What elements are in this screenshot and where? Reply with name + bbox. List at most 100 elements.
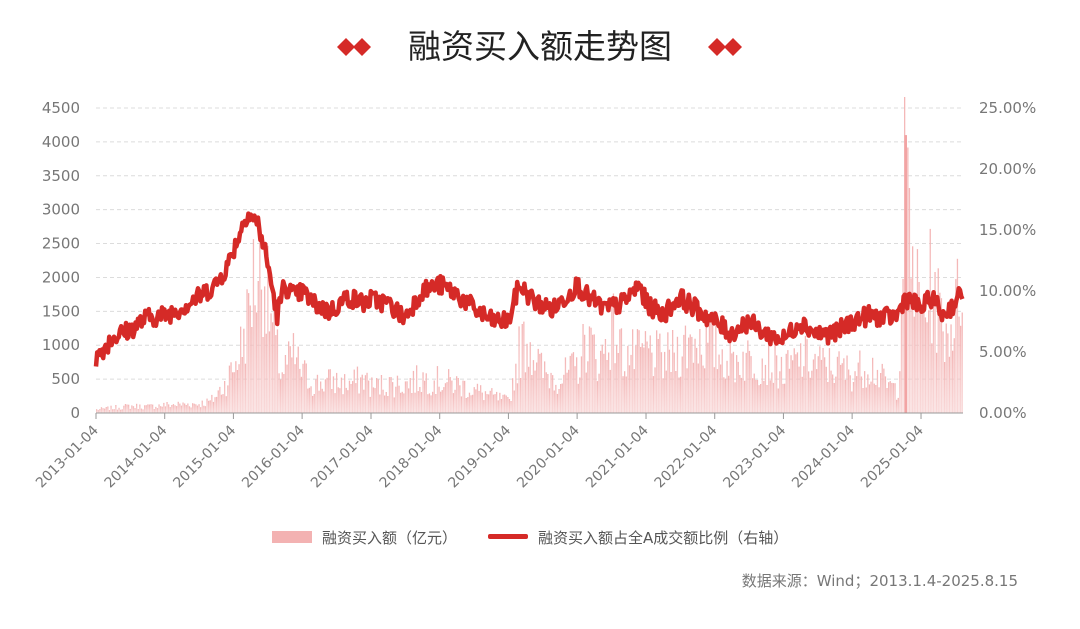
- amount-bar: [790, 355, 792, 413]
- amount-bar: [572, 352, 575, 413]
- amount-bar: [476, 383, 479, 413]
- amount-bar: [768, 345, 770, 413]
- amount-bar: [630, 354, 632, 413]
- amount-bar: [841, 363, 843, 413]
- amount-bar: [513, 390, 515, 413]
- amount-bar: [148, 404, 151, 413]
- amount-bar: [276, 329, 279, 413]
- amount-bar: [851, 391, 853, 413]
- left-tick-label: 3500: [42, 167, 80, 185]
- amount-bar: [651, 352, 653, 413]
- amount-bar: [462, 380, 464, 413]
- amount-bar: [798, 366, 800, 413]
- amount-bar: [262, 337, 264, 413]
- amount-bar: [577, 383, 579, 413]
- amount-bar: [356, 366, 359, 413]
- amount-bar: [771, 372, 773, 413]
- amount-bar: [636, 329, 639, 413]
- amount-bar: [753, 373, 755, 413]
- amount-bar: [339, 388, 341, 413]
- amount-bar: [489, 390, 491, 413]
- amount-bar: [435, 394, 437, 413]
- amount-bar: [606, 360, 608, 413]
- amount-bar: [316, 374, 319, 413]
- amount-bar: [950, 324, 952, 413]
- amount-bar: [569, 355, 571, 413]
- amount-bar: [918, 282, 920, 413]
- amount-bar: [291, 357, 293, 413]
- amount-bar: [392, 382, 394, 413]
- amount-bar: [550, 372, 552, 413]
- amount-bar: [411, 393, 413, 413]
- amount-bar: [902, 278, 904, 413]
- amount-bar: [705, 320, 707, 413]
- x-tick-label: 2018-01-04: [377, 422, 446, 491]
- amount-bar: [310, 386, 312, 413]
- right-y-axis: 0.00% 5.00% 10.00% 15.00% 20.00% 25.00%: [979, 99, 1036, 422]
- amount-bar: [531, 375, 533, 413]
- amount-bar: [836, 356, 839, 413]
- amount-bar: [121, 409, 123, 413]
- amount-bar: [627, 345, 629, 413]
- amount-bar: [129, 408, 131, 413]
- amount-bar: [939, 292, 941, 413]
- amount-bar: [560, 384, 562, 413]
- amount-bar: [556, 393, 559, 413]
- amount-bar: [539, 353, 541, 413]
- amount-bar: [595, 359, 597, 413]
- amount-bar: [332, 376, 335, 413]
- amount-bar: [488, 394, 490, 413]
- amount-bar: [800, 343, 802, 413]
- amount-bar: [195, 404, 197, 413]
- amount-bar: [168, 404, 170, 413]
- amount-bar: [574, 366, 576, 413]
- amount-bar: [236, 370, 239, 413]
- amount-bar: [878, 387, 880, 413]
- amount-bar: [520, 378, 522, 413]
- amount-bar: [196, 405, 199, 413]
- amount-bar: [547, 374, 549, 413]
- amount-bar: [672, 330, 674, 413]
- amount-bar: [945, 323, 947, 413]
- amount-bar: [534, 370, 536, 413]
- amount-bar: [934, 272, 936, 413]
- amount-bar: [169, 407, 171, 413]
- amount-bar: [368, 380, 370, 413]
- amount-bar: [460, 396, 463, 413]
- amount-bar: [289, 346, 291, 413]
- amount-bar: [688, 337, 690, 413]
- amount-bar: [812, 359, 815, 413]
- amount-bar: [880, 373, 882, 413]
- amount-bar: [417, 391, 419, 413]
- amount-bar: [248, 293, 250, 413]
- amount-bar: [172, 404, 175, 413]
- amount-bar: [876, 369, 879, 413]
- amount-bar: [656, 330, 658, 413]
- amount-bar: [209, 400, 211, 413]
- amount-bar: [828, 348, 831, 413]
- amount-bar: [318, 390, 320, 413]
- amount-bar: [588, 326, 591, 413]
- amount-bar: [676, 336, 679, 413]
- amount-bar: [628, 365, 631, 413]
- amount-bar: [758, 385, 760, 413]
- amount-bar: [419, 387, 421, 413]
- amount-bar: [521, 324, 523, 413]
- amount-bar: [507, 397, 509, 413]
- amount-bar: [302, 363, 304, 413]
- amount-bar: [804, 335, 807, 413]
- amount-bar: [668, 349, 671, 413]
- amount-bar: [404, 381, 407, 413]
- amount-bar: [716, 369, 719, 413]
- amount-bar: [441, 390, 443, 413]
- amount-bar: [590, 327, 592, 413]
- amount-bar: [499, 392, 501, 413]
- amount-bar: [457, 378, 459, 413]
- amount-bar: [150, 404, 152, 413]
- amount-bar: [444, 383, 447, 413]
- amount-bar: [126, 404, 128, 413]
- amount-bar: [284, 355, 287, 413]
- amount-bar: [856, 376, 858, 413]
- diamond-icon-right: [708, 38, 742, 56]
